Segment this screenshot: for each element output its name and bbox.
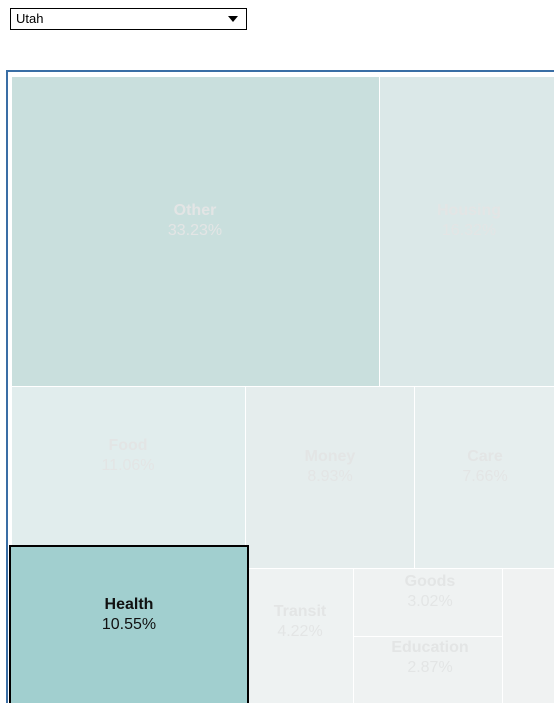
tile-label: Care — [467, 448, 503, 465]
tile — [354, 637, 502, 703]
dropdown-box[interactable] — [10, 8, 247, 30]
tile — [12, 77, 379, 386]
tile — [503, 569, 554, 703]
tile-label: Other — [174, 202, 217, 219]
tile — [354, 569, 502, 636]
tile — [9, 545, 249, 703]
tile-label: Education — [391, 639, 468, 656]
tile — [415, 387, 554, 568]
tile — [12, 387, 245, 545]
tile-value: 8.93% — [307, 468, 352, 485]
tile-value: 11.06% — [101, 457, 154, 474]
tile-label: Money — [305, 448, 356, 465]
tile-label: Housing — [437, 202, 501, 219]
tile-value: 10.55% — [102, 616, 156, 633]
dropdown-arrow[interactable] — [228, 16, 238, 22]
tile — [246, 387, 414, 568]
tile — [249, 569, 353, 703]
dropdown-value[interactable]: Utah — [16, 11, 43, 26]
tile-value: 4.22% — [277, 623, 322, 640]
tile-label: Food — [108, 437, 147, 454]
tile-value: 33.23% — [168, 222, 222, 239]
tile-label: Health — [105, 596, 154, 613]
tile-value: 7.66% — [462, 468, 507, 485]
dropdown[interactable]: Utah — [10, 8, 247, 30]
tile — [380, 77, 554, 386]
tile-label: Transit — [274, 603, 327, 620]
tile-value: 3.02% — [407, 593, 452, 610]
tile-value: 2.87% — [407, 659, 452, 676]
tile-label: Goods — [405, 573, 456, 590]
tile-value: 16.32% — [442, 222, 496, 239]
